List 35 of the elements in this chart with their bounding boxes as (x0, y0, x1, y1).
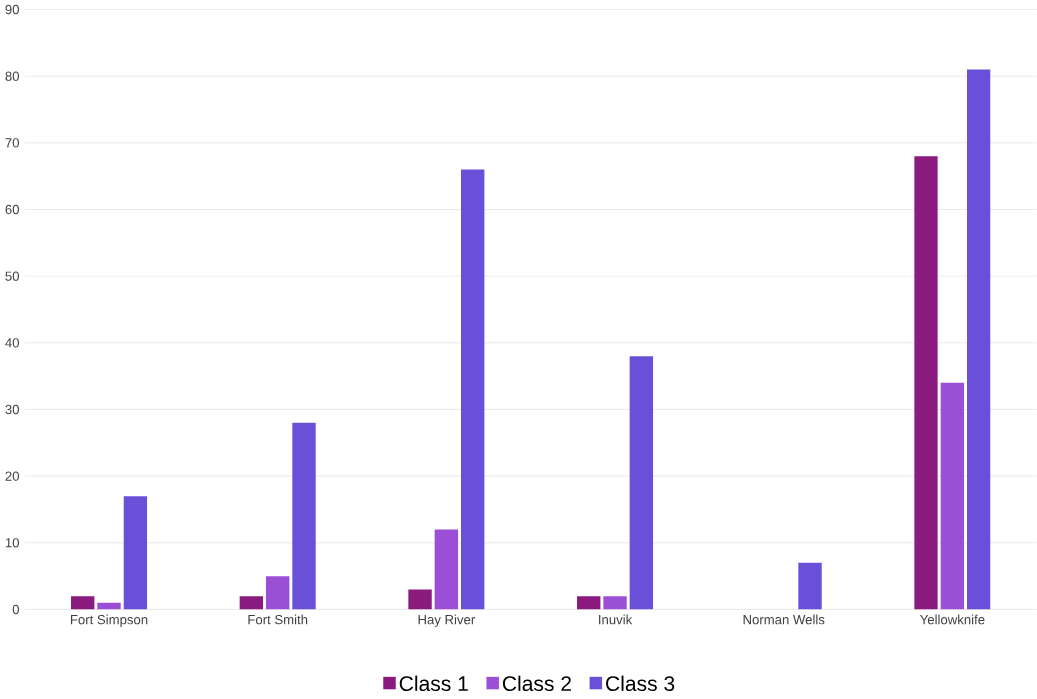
bar (434, 529, 459, 610)
y-tick-label: 70 (5, 138, 19, 148)
y-tick-label: 0 (12, 604, 20, 615)
x-tick-label: Hay River (418, 614, 476, 627)
y-tick-label: 30 (5, 404, 19, 415)
x-tick-label: Fort Simpson (70, 614, 148, 627)
legend-label: Class 2 (502, 675, 571, 692)
bar (123, 496, 148, 610)
bar (265, 576, 290, 610)
x-tick-label: Inuvik (599, 614, 633, 625)
y-tick-label: 40 (5, 338, 19, 348)
bar (940, 382, 965, 610)
bar (71, 596, 95, 610)
bar (408, 589, 432, 610)
x-tick-label: Norman Wells (743, 614, 825, 625)
bar (798, 562, 822, 610)
legend-label: Class 3 (606, 675, 675, 692)
x-tick-label: Fort Smith (248, 614, 308, 625)
y-tick-label: 20 (5, 471, 19, 481)
bar (460, 169, 485, 610)
y-tick-label: 50 (5, 271, 19, 281)
bar (629, 356, 654, 610)
bar (914, 156, 938, 610)
bar (967, 69, 991, 610)
y-tick-label: 80 (5, 71, 19, 81)
bar (97, 602, 121, 610)
y-tick-label: 10 (5, 538, 19, 548)
x-tick-label: Yellowknife (920, 614, 985, 625)
bar (577, 596, 601, 610)
legend-label: Class 1 (399, 675, 468, 692)
y-tick-label: 90 (5, 4, 19, 15)
bar (292, 422, 316, 610)
bar (239, 596, 264, 610)
y-tick-label: 60 (5, 204, 19, 215)
bar (603, 596, 627, 610)
